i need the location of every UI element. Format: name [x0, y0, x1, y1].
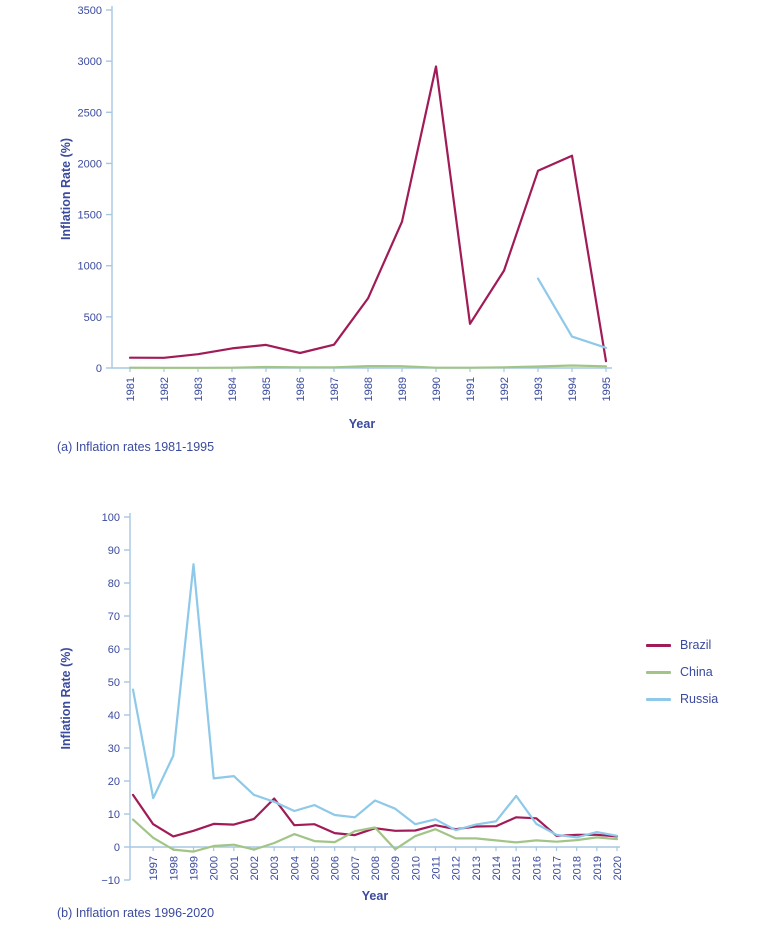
series-line-brazil	[128, 65, 608, 363]
x-tick-label: 2018	[572, 856, 584, 880]
legend-item-russia: Russia	[646, 692, 718, 706]
legend-label: Brazil	[680, 638, 712, 652]
x-tick-label: 1991	[465, 377, 477, 401]
x-tick-label: 1994	[567, 377, 579, 401]
chart-b-caption: (b) Inflation rates 1996-2020	[57, 906, 215, 920]
x-tick-label: 2002	[249, 856, 261, 880]
x-axis-title: Year	[349, 417, 376, 431]
series-line-russia	[536, 277, 608, 349]
y-tick-label: 2000	[78, 158, 102, 170]
y-tick-label: 70	[108, 611, 120, 623]
x-tick-label: 2017	[552, 856, 564, 880]
x-tick-label: 2006	[330, 856, 342, 880]
x-axis-title: Year	[362, 889, 389, 903]
legend-swatch-china	[646, 670, 671, 674]
chart-b-inflation-1996-2020: −10 0 10 20 30 40 50 60 70 80 90 100 1997 1998 1999 200…	[59, 512, 624, 903]
y-tick-label: 10	[108, 809, 120, 821]
x-tick-label: 2013	[471, 856, 483, 880]
y-tick-label: 3000	[78, 56, 102, 68]
series-line-russia	[131, 563, 619, 839]
y-tick-label: 0	[96, 363, 102, 375]
y-tick-label: 30	[108, 743, 120, 755]
y-tick-label: 90	[108, 545, 120, 557]
legend-swatch-russia	[646, 697, 671, 701]
y-tick-label: 0	[114, 842, 120, 854]
x-tick-label: 1982	[159, 377, 171, 401]
y-tick-label: 80	[108, 578, 120, 590]
y-tick-label: −10	[101, 875, 120, 887]
legend-label: Russia	[680, 692, 719, 706]
x-tick-label: 1988	[363, 377, 375, 401]
chart-a-inflation-1981-1995: 0 500 1000 1500 2000 2500 3000 3500 1981 1982 1983…	[59, 5, 613, 431]
x-tick-label: 1990	[431, 377, 443, 401]
legend-label: China	[680, 665, 713, 679]
y-tick-label: 1000	[78, 261, 102, 273]
y-tick-label: 60	[108, 644, 120, 656]
x-tick-label: 2010	[410, 856, 422, 880]
legend-swatch-brazil	[646, 643, 671, 647]
y-tick-label: 40	[108, 710, 120, 722]
x-tick-label: 1985	[261, 377, 273, 401]
y-axis-title: Inflation Rate (%)	[59, 138, 73, 240]
x-tick-label: 1984	[227, 377, 239, 401]
x-tick-label: 2001	[229, 856, 241, 880]
x-tick-label: 1981	[125, 377, 137, 401]
x-tick-label: 1993	[533, 377, 545, 401]
x-tick-label: 1999	[189, 856, 201, 880]
chart-a-caption: (a) Inflation rates 1981-1995	[57, 440, 215, 454]
legend: Brazil China Russia	[646, 638, 718, 706]
x-tick-label: 2014	[491, 856, 503, 880]
y-axis-title: Inflation Rate (%)	[59, 647, 73, 749]
x-tick-label: 2011	[431, 856, 443, 880]
x-tick-label: 2015	[511, 856, 523, 880]
y-tick-label: 50	[108, 677, 120, 689]
x-tick-label: 2009	[390, 856, 402, 880]
x-tick-label: 2007	[350, 856, 362, 880]
y-tick-label: 500	[84, 312, 102, 324]
x-tick-label: 2016	[531, 856, 543, 880]
y-tick-label: 1500	[78, 210, 102, 222]
y-tick-label: 20	[108, 776, 120, 788]
x-tick-label: 2019	[592, 856, 604, 880]
x-tick-label: 2020	[612, 856, 624, 880]
legend-item-brazil: Brazil	[646, 638, 718, 652]
x-tick-label: 2008	[370, 856, 382, 880]
series-line-china	[128, 364, 608, 369]
x-tick-label: 1986	[295, 377, 307, 401]
x-tick-label: 2000	[209, 856, 221, 880]
x-tick-label: 1992	[499, 377, 511, 401]
x-tick-label: 1989	[397, 377, 409, 401]
x-tick-label: 2004	[289, 856, 301, 880]
legend-item-china: China	[646, 665, 718, 679]
x-tick-label: 1995	[601, 377, 613, 401]
x-tick-label: 1997	[148, 856, 160, 880]
x-tick-label: 1983	[193, 377, 205, 401]
x-tick-label: 2003	[269, 856, 281, 880]
series-line-china	[131, 818, 619, 853]
y-tick-label: 2500	[78, 107, 102, 119]
x-tick-label: 2005	[310, 856, 322, 880]
y-tick-label: 100	[102, 512, 120, 524]
x-tick-label: 1987	[329, 377, 341, 401]
x-tick-label: 1998	[168, 856, 180, 880]
x-tick-label: 2012	[451, 856, 463, 880]
y-tick-label: 3500	[78, 5, 102, 17]
